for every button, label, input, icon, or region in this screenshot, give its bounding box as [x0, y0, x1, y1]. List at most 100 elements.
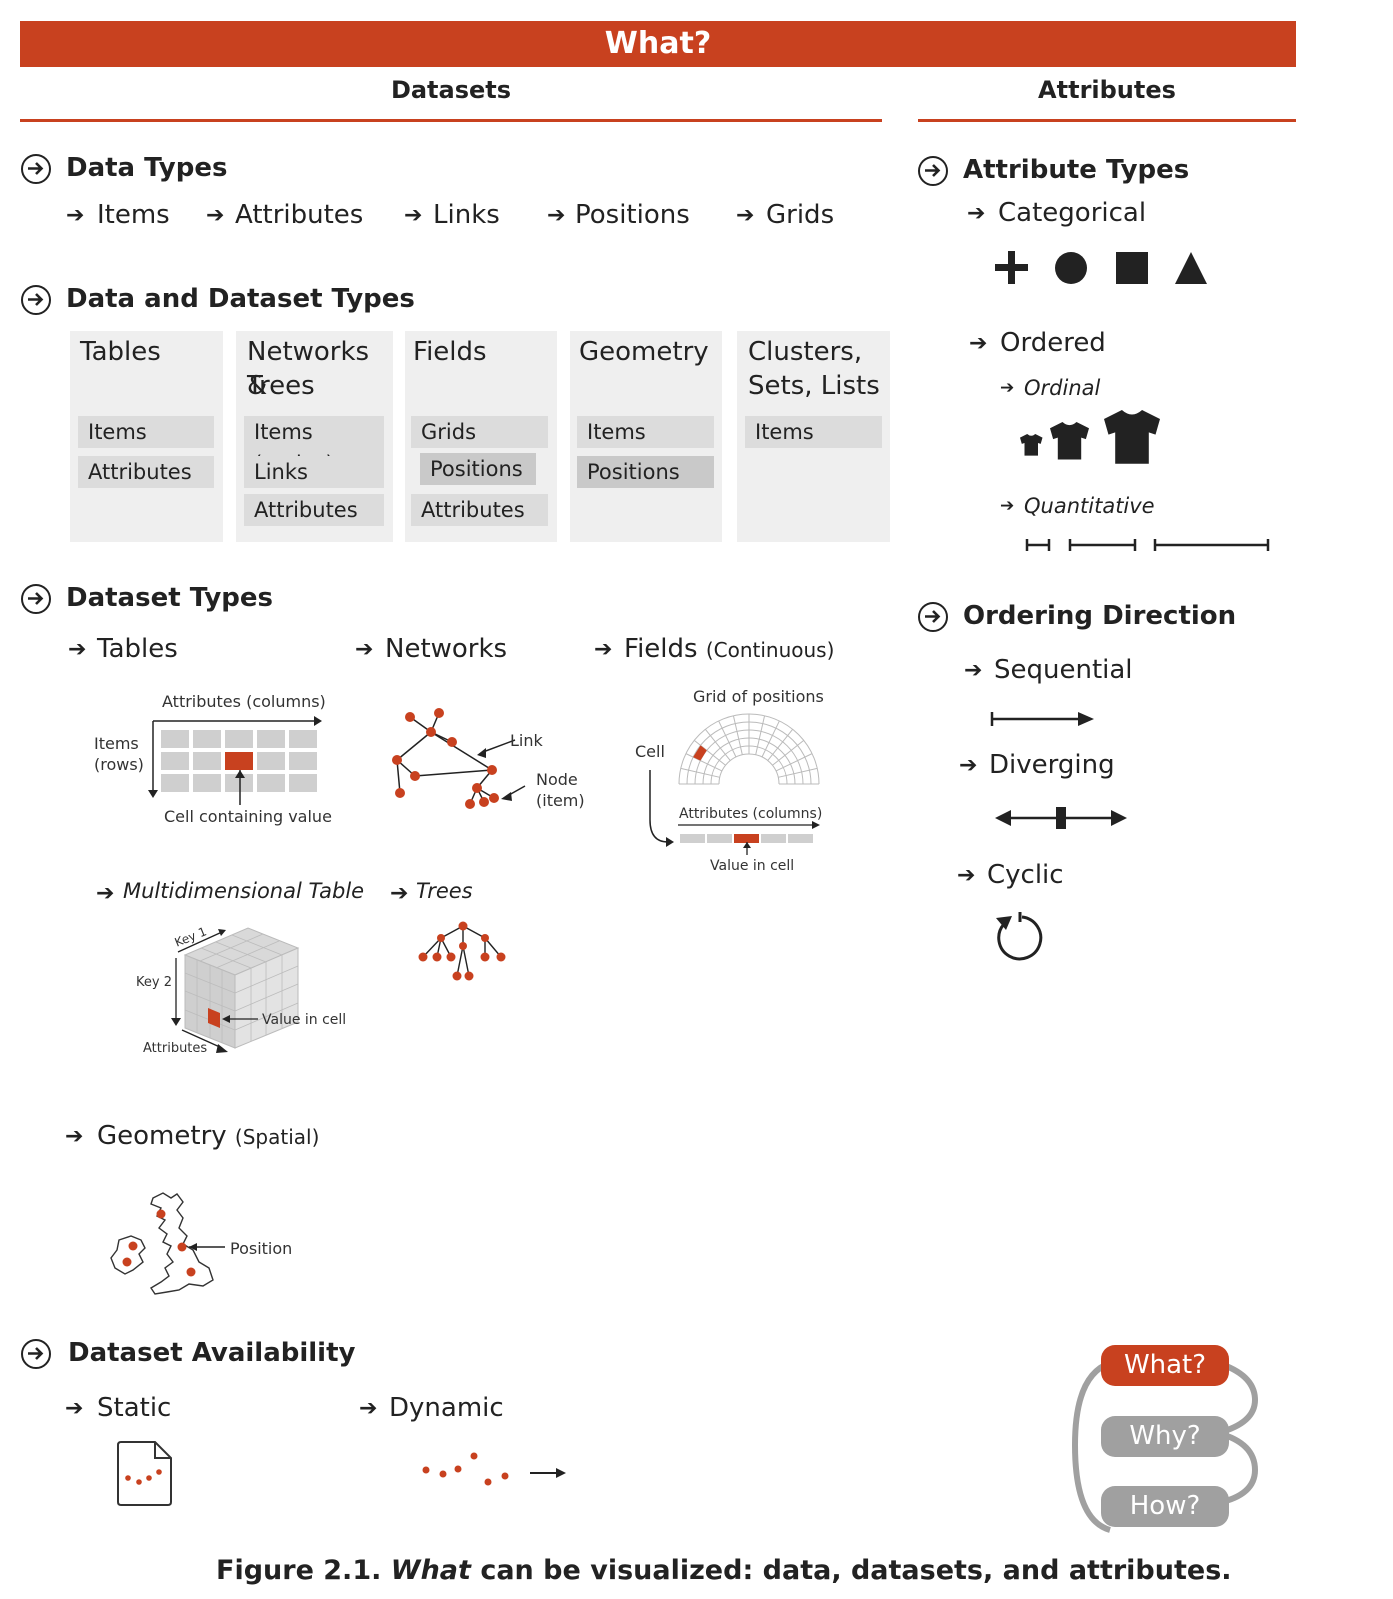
geometry-qualifier: (Spatial)	[235, 1125, 319, 1149]
static-label: Static	[97, 1393, 171, 1423]
table-cell	[193, 730, 221, 748]
attributes-columns-label: Attributes (columns)	[679, 806, 822, 822]
multidimensional-table-label: Multidimensional Table	[123, 879, 364, 903]
arrow-icon: ➔	[96, 881, 114, 906]
quantitative-label: Quantitative	[1024, 494, 1155, 518]
section-arrow-icon	[21, 285, 51, 315]
key2-label: Key 2	[136, 975, 172, 990]
triangle-icon	[1175, 252, 1207, 284]
ordered-label: Ordered	[1000, 328, 1106, 358]
arrow-icon: ➔	[957, 863, 975, 888]
cell-containing-value-label: Cell containing value	[164, 807, 332, 826]
value-in-cell-label: Value in cell	[710, 858, 794, 874]
card-networks-trees: Networks & Trees Items (nodes) Links Att…	[236, 331, 393, 542]
field-diagram	[640, 700, 840, 860]
card-item: Items	[577, 416, 714, 448]
plus-icon	[995, 251, 1028, 284]
ordering-direction-title: Ordering Direction	[963, 601, 1236, 631]
arrow-icon: ➔	[359, 1396, 377, 1421]
data-types-title: Data Types	[66, 153, 227, 183]
tree-diagram	[415, 918, 510, 986]
arrow-icon: ➔	[594, 637, 612, 662]
categorical-shapes	[995, 250, 1220, 290]
table-cell	[257, 730, 285, 748]
ordinal-label: Ordinal	[1024, 376, 1100, 400]
strip-cell	[680, 834, 705, 843]
data-type-attributes: Attributes	[235, 200, 363, 230]
value-in-cell-label: Value in cell	[262, 1012, 346, 1028]
arrow-icon: ➔	[404, 203, 422, 228]
square-icon	[1116, 252, 1148, 284]
section-arrow-icon	[918, 602, 948, 632]
nav-why-button[interactable]: Why?	[1101, 1416, 1229, 1457]
attributes-rule	[918, 119, 1296, 122]
section-arrow-icon	[21, 154, 51, 184]
card-title: Fields	[413, 335, 487, 369]
figure-caption: Figure 2.1. What can be visualized: data…	[216, 1555, 1232, 1586]
cell-label: Cell	[635, 742, 665, 761]
attributes-header: Attributes	[918, 76, 1296, 104]
grid-spoke	[772, 740, 803, 765]
arrow-icon: ➔	[547, 203, 565, 228]
grid-of-positions-label: Grid of positions	[693, 687, 824, 706]
dataset-networks-label: Networks	[385, 634, 507, 664]
nav-how-button[interactable]: How?	[1101, 1486, 1229, 1527]
attributes-axis-label: Attributes	[143, 1041, 207, 1056]
section-arrow-icon	[21, 584, 51, 614]
card-item: Positions	[420, 453, 536, 485]
trees-label: Trees	[416, 879, 473, 903]
data-type-items: Items	[97, 200, 170, 230]
caption-emph: What	[391, 1555, 471, 1586]
dataset-types-title: Dataset Types	[66, 583, 273, 613]
datasets-header: Datasets	[20, 76, 882, 104]
what-banner: What?	[20, 21, 1296, 67]
circle-icon	[1055, 252, 1087, 284]
geometry-label: Geometry (Spatial)	[97, 1121, 319, 1151]
card-item: Attributes	[411, 494, 548, 526]
arrow-icon: ➔	[1000, 378, 1014, 398]
strip-cell	[707, 834, 732, 843]
quantitative-ranges	[1025, 535, 1275, 555]
cube-diagram	[130, 920, 340, 1060]
nav-what-button[interactable]: What?	[1101, 1345, 1229, 1386]
caption-rest: can be visualized: data, datasets, and a…	[480, 1555, 1231, 1586]
position-label: Position	[230, 1239, 292, 1258]
arrow-icon: ➔	[66, 203, 84, 228]
diverging-arrow-icon	[993, 805, 1133, 831]
grid-arc	[719, 754, 779, 784]
attributes-columns-label: Attributes (columns)	[162, 692, 326, 711]
card-item: Attributes	[244, 494, 384, 526]
section-arrow-icon	[918, 156, 948, 186]
diverging-label: Diverging	[989, 750, 1115, 780]
data-and-dataset-types-title: Data and Dataset Types	[66, 284, 415, 314]
data-type-grids: Grids	[766, 200, 834, 230]
grid-spoke	[762, 721, 779, 757]
data-type-positions: Positions	[575, 200, 690, 230]
card-title: Sets, Lists	[748, 369, 880, 403]
section-arrow-icon	[21, 1339, 51, 1369]
card-item: Items	[745, 416, 882, 448]
card-item: Links	[244, 456, 384, 488]
sequential-arrow-icon	[990, 708, 1100, 730]
card-clusters-sets-lists: Clusters, Sets, Lists Items	[737, 331, 890, 542]
tshirt-medium-icon	[1050, 422, 1089, 459]
card-tables: Tables Items Attributes	[70, 331, 223, 542]
map-diagram	[105, 1188, 335, 1303]
grid-spoke	[776, 754, 812, 771]
categorical-label: Categorical	[998, 198, 1146, 228]
card-title: Geometry	[579, 335, 709, 369]
arrow-icon: ➔	[959, 753, 977, 778]
grid-spoke	[719, 721, 736, 757]
card-item: Items	[78, 416, 214, 448]
geometry-name: Geometry	[97, 1121, 227, 1151]
table-cell	[161, 774, 189, 792]
arrow-icon: ➔	[206, 203, 224, 228]
fields-qualifier: (Continuous)	[706, 638, 835, 662]
items-rows-label: (rows)	[94, 755, 144, 774]
file-icon	[113, 1440, 175, 1508]
dynamic-label: Dynamic	[389, 1393, 504, 1423]
arrow-icon: ➔	[65, 1124, 83, 1149]
table-cell	[161, 730, 189, 748]
arrow-icon: ➔	[65, 1396, 83, 1421]
tshirt-icons	[1018, 410, 1168, 470]
